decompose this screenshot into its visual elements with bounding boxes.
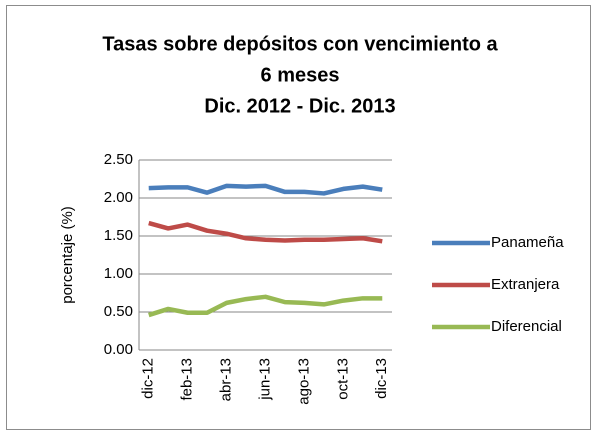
legend-label: Extranjera — [491, 276, 560, 293]
y-tick-label: 0.00 — [104, 341, 133, 358]
chart-title: Tasas sobre depósitos con vencimiento a — [102, 33, 498, 55]
chart-title: 6 meses — [261, 64, 340, 86]
y-tick-label: 2.50 — [104, 151, 133, 168]
y-axis-label: porcentaje (%) — [59, 206, 76, 304]
x-tick-label: abr-13 — [218, 358, 235, 401]
chart-border — [6, 5, 591, 430]
series-line — [148, 220, 383, 244]
chart-title: Dic. 2012 - Dic. 2013 — [204, 95, 395, 117]
legend-label: Diferencial — [491, 318, 562, 335]
x-tick-label: oct-13 — [334, 358, 351, 400]
y-tick-label: 1.50 — [104, 227, 133, 244]
series-line — [148, 294, 383, 318]
x-tick-label: dic-12 — [140, 358, 157, 399]
series-line — [148, 183, 383, 196]
x-tick-label: jun-13 — [256, 358, 273, 401]
y-tick-label: 1.00 — [104, 265, 133, 282]
x-tick-label: feb-13 — [179, 358, 196, 401]
x-tick-label: dic-13 — [373, 358, 390, 399]
y-tick-label: 2.00 — [104, 189, 133, 206]
legend-label: Panameña — [491, 234, 564, 251]
y-tick-label: 0.50 — [104, 303, 133, 320]
x-tick-label: ago-13 — [295, 358, 312, 405]
